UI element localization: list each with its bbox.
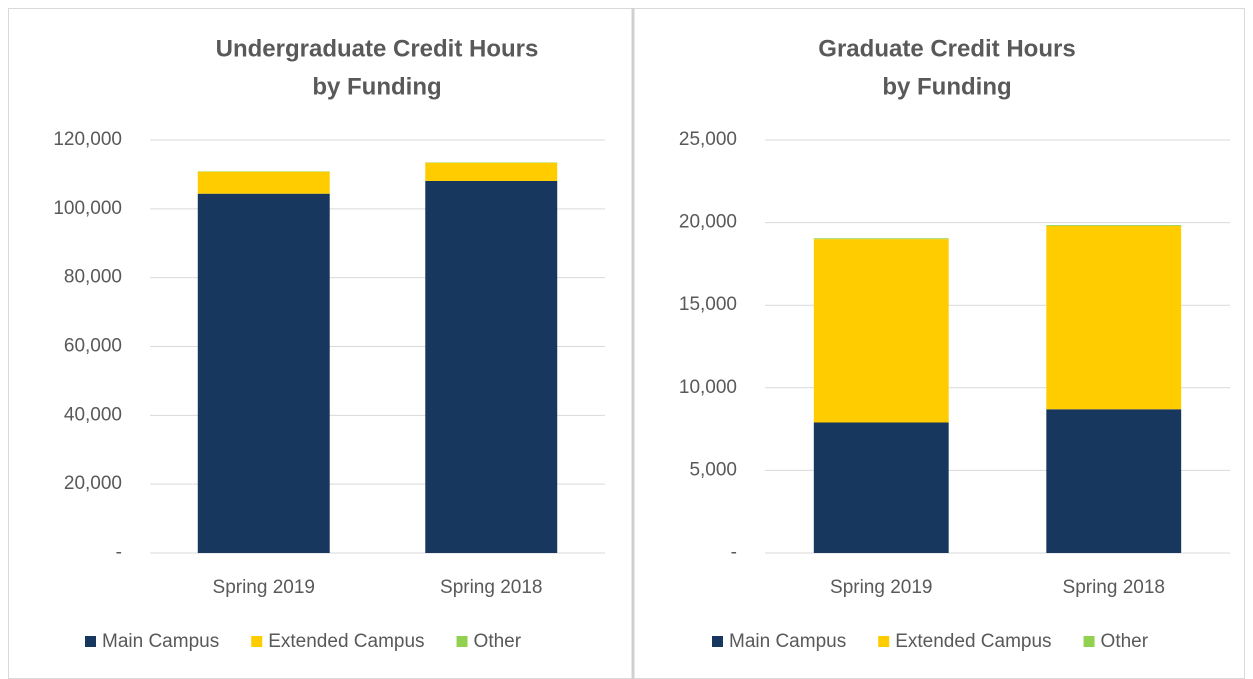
legend-swatch [85,636,96,647]
y-tick-label: 80,000 [64,267,122,288]
legend-label: Main Campus [102,631,219,652]
y-tick-label: - [116,542,122,563]
y-tick-label: 60,000 [64,336,122,357]
legend-swatch [712,636,723,647]
y-tick-label: - [731,542,737,563]
chart-title: by Funding [312,73,441,100]
y-tick-label: 25,000 [679,129,737,150]
bar-segment [425,162,558,181]
y-tick-label: 5,000 [689,459,737,480]
bar-segment [1046,225,1182,226]
bar-segment [197,171,330,194]
bar-segment [1046,225,1182,410]
chart-title: Undergraduate Credit Hours [216,35,539,62]
legend-swatch [456,636,468,647]
y-tick-label: 40,000 [64,404,122,425]
chart-title: by Funding [882,73,1011,100]
legend-label: Other [474,631,522,652]
y-tick-label: 120,000 [53,129,122,150]
bar-segment [197,193,330,553]
bar-segment [1046,409,1182,553]
legend-swatch [1083,636,1095,647]
legend-label: Extended Campus [268,631,424,652]
legend-label: Other [1101,631,1149,652]
y-tick-label: 10,000 [679,377,737,398]
y-tick-label: 15,000 [679,294,737,315]
legend-label: Extended Campus [895,631,1051,652]
bar-segment [425,180,558,554]
bar-segment [813,239,949,423]
bar-segment [813,238,949,240]
y-tick-label: 100,000 [53,198,122,219]
chart-title: Graduate Credit Hours [818,35,1075,62]
x-tick-label: Spring 2018 [1063,577,1165,598]
legend-swatch [878,636,890,647]
x-tick-label: Spring 2019 [830,577,932,598]
x-tick-label: Spring 2018 [440,577,542,598]
y-tick-label: 20,000 [679,212,737,233]
legend-label: Main Campus [729,631,846,652]
bar-segment [813,422,949,553]
y-tick-label: 20,000 [64,473,122,494]
x-tick-label: Spring 2019 [213,577,315,598]
legend-swatch [251,636,263,647]
